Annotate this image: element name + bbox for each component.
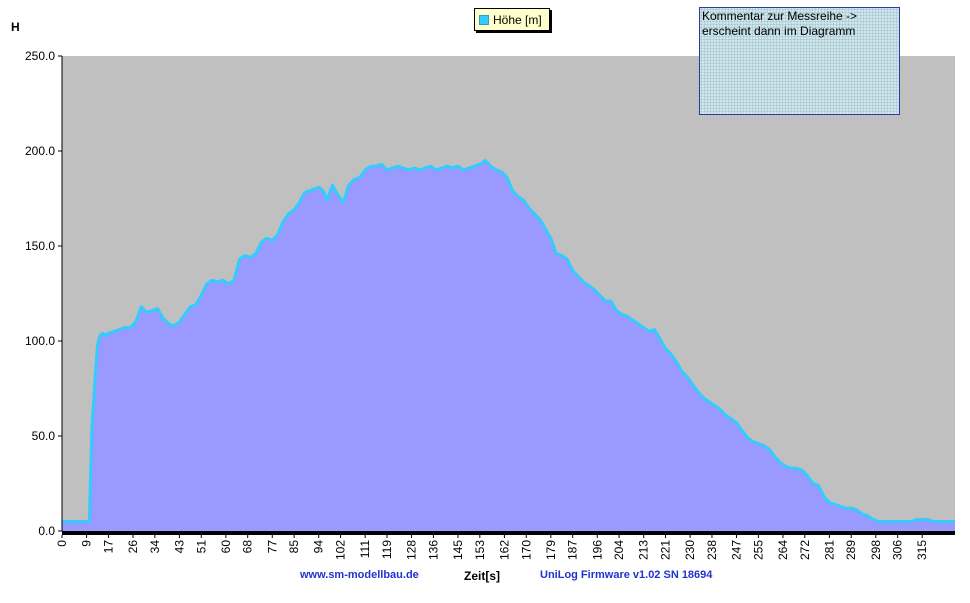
x-tick-label: 0 (55, 540, 69, 547)
x-tick-label: 85 (287, 540, 301, 554)
x-tick-label: 26 (126, 540, 140, 554)
axes: 250.0 200.0 150.0 100.0 50.0 0.00 9 17 26 34 43 51 6… (25, 49, 955, 560)
legend-label: Höhe [m] (493, 12, 542, 27)
x-tick-label: 145 (451, 540, 465, 560)
website-link[interactable]: www.sm-modellbau.de (300, 569, 419, 581)
x-tick-label: 119 (380, 540, 394, 559)
x-tick-label: 51 (194, 540, 208, 554)
comment-line-1: Kommentar zur Messreihe -> (702, 9, 858, 23)
x-tick-label: 204 (612, 540, 626, 560)
x-tick-label: 170 (519, 540, 533, 560)
y-tick-label: 100.0 (25, 334, 55, 348)
x-tick-label: 264 (776, 540, 790, 560)
series-layer (62, 159, 955, 531)
x-axis-line (62, 531, 955, 535)
x-tick-label: 68 (241, 540, 255, 554)
x-tick-label: 43 (172, 540, 186, 554)
x-tick-label: 60 (219, 540, 233, 554)
x-axis-title: Zeit[s] (464, 569, 500, 583)
y-tick-label: 250.0 (25, 49, 55, 63)
y-tick-label: 150.0 (25, 239, 55, 253)
x-tick-label: 255 (751, 540, 765, 560)
x-tick-label: 17 (101, 540, 115, 554)
x-tick-label: 272 (798, 540, 812, 560)
comment-line-2: erscheint dann im Diagramm (702, 24, 856, 38)
x-tick-label: 247 (730, 540, 744, 560)
firmware-label: UniLog Firmware v1.02 SN 18694 (540, 569, 713, 581)
series-area (62, 160, 955, 531)
y-tick-label: 50.0 (32, 429, 56, 443)
x-tick-label: 9 (80, 540, 94, 547)
series-line (62, 159, 955, 523)
x-tick-label: 162 (497, 540, 511, 560)
x-tick-label: 238 (705, 540, 719, 560)
x-tick-label: 111 (358, 540, 372, 559)
x-tick-label: 315 (915, 540, 929, 560)
x-tick-label: 213 (637, 540, 651, 560)
x-tick-label: 281 (822, 540, 836, 560)
x-tick-label: 94 (312, 540, 326, 554)
x-tick-label: 230 (683, 540, 697, 560)
chart-legend: Höhe [m] (474, 8, 550, 31)
x-tick-label: 34 (148, 540, 162, 554)
x-tick-label: 128 (405, 540, 419, 560)
y-tick-label: 200.0 (25, 144, 55, 158)
x-tick-label: 289 (844, 540, 858, 560)
x-tick-label: 179 (544, 540, 558, 560)
y-tick-label: 0.0 (38, 524, 55, 538)
x-tick-label: 77 (265, 540, 279, 554)
x-tick-label: 221 (659, 540, 673, 560)
x-tick-label: 306 (891, 540, 905, 560)
x-tick-label: 102 (334, 540, 348, 560)
x-tick-label: 136 (426, 540, 440, 560)
x-tick-label: 187 (566, 540, 580, 560)
comment-box: Kommentar zur Messreihe -> erscheint dan… (699, 7, 900, 115)
x-tick-label: 153 (473, 540, 487, 560)
x-tick-label: 298 (869, 540, 883, 560)
x-tick-label: 196 (590, 540, 604, 560)
y-axis-title: H (11, 20, 20, 34)
legend-swatch (479, 14, 489, 25)
